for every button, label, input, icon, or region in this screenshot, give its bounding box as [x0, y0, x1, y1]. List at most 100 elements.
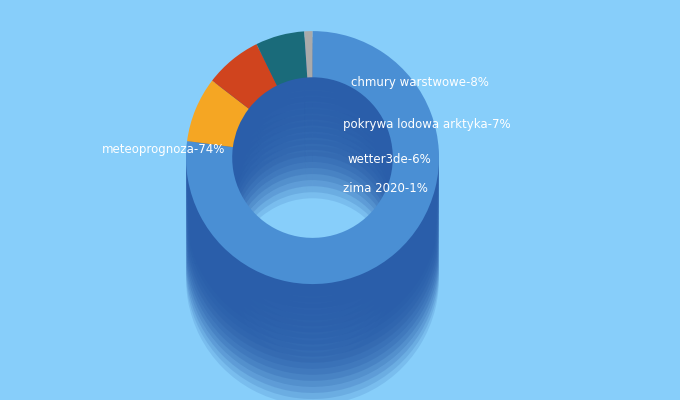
- Wedge shape: [186, 86, 439, 338]
- Wedge shape: [256, 92, 307, 146]
- Wedge shape: [186, 31, 439, 284]
- Wedge shape: [187, 177, 249, 244]
- Text: chmury warstwowe-8%: chmury warstwowe-8%: [351, 76, 489, 89]
- Wedge shape: [304, 61, 313, 108]
- Wedge shape: [304, 104, 313, 150]
- Wedge shape: [304, 67, 313, 114]
- Wedge shape: [256, 128, 307, 182]
- Wedge shape: [212, 50, 277, 115]
- Wedge shape: [186, 104, 439, 357]
- Wedge shape: [186, 146, 439, 399]
- Wedge shape: [304, 128, 313, 174]
- Wedge shape: [304, 152, 313, 198]
- Wedge shape: [304, 55, 313, 102]
- Wedge shape: [212, 98, 277, 163]
- Wedge shape: [212, 92, 277, 157]
- Wedge shape: [256, 38, 307, 92]
- Wedge shape: [256, 62, 307, 116]
- Wedge shape: [212, 129, 277, 193]
- Wedge shape: [186, 80, 439, 332]
- Wedge shape: [256, 56, 307, 110]
- Wedge shape: [186, 110, 439, 363]
- Wedge shape: [187, 105, 249, 171]
- Wedge shape: [256, 134, 307, 188]
- Text: pokrywa lodowa arktyka-7%: pokrywa lodowa arktyka-7%: [343, 118, 511, 131]
- Wedge shape: [304, 146, 313, 192]
- Wedge shape: [256, 122, 307, 176]
- Wedge shape: [212, 56, 277, 121]
- Wedge shape: [187, 135, 249, 202]
- Wedge shape: [212, 44, 277, 109]
- Wedge shape: [187, 141, 249, 208]
- Wedge shape: [187, 117, 249, 183]
- Wedge shape: [304, 98, 313, 144]
- Wedge shape: [186, 140, 439, 393]
- Wedge shape: [186, 37, 439, 290]
- Wedge shape: [212, 153, 277, 218]
- Wedge shape: [256, 104, 307, 158]
- Wedge shape: [304, 31, 313, 78]
- Wedge shape: [304, 43, 313, 90]
- Wedge shape: [212, 74, 277, 139]
- Wedge shape: [186, 134, 439, 387]
- Text: wetter3de-6%: wetter3de-6%: [347, 153, 431, 166]
- Wedge shape: [187, 153, 249, 220]
- Wedge shape: [212, 86, 277, 151]
- Wedge shape: [187, 171, 249, 238]
- Wedge shape: [304, 134, 313, 180]
- Wedge shape: [256, 74, 307, 128]
- Wedge shape: [186, 98, 439, 351]
- Wedge shape: [304, 74, 313, 120]
- Wedge shape: [186, 67, 439, 320]
- Wedge shape: [256, 116, 307, 170]
- Wedge shape: [256, 98, 307, 152]
- Wedge shape: [256, 86, 307, 140]
- Wedge shape: [304, 80, 313, 126]
- Wedge shape: [256, 50, 307, 104]
- Wedge shape: [304, 92, 313, 138]
- Wedge shape: [187, 147, 249, 214]
- Wedge shape: [304, 116, 313, 162]
- Wedge shape: [304, 122, 313, 168]
- Wedge shape: [212, 105, 277, 169]
- Wedge shape: [212, 159, 277, 224]
- Wedge shape: [212, 117, 277, 181]
- Wedge shape: [256, 110, 307, 164]
- Wedge shape: [186, 92, 439, 344]
- Wedge shape: [187, 196, 249, 262]
- Wedge shape: [304, 37, 313, 84]
- Wedge shape: [256, 31, 307, 86]
- Wedge shape: [212, 123, 277, 187]
- Wedge shape: [212, 68, 277, 133]
- Wedge shape: [304, 140, 313, 186]
- Wedge shape: [256, 68, 307, 122]
- Wedge shape: [186, 152, 439, 400]
- Text: meteoprognoza-74%: meteoprognoza-74%: [102, 143, 226, 156]
- Wedge shape: [187, 99, 249, 165]
- Wedge shape: [186, 49, 439, 302]
- Wedge shape: [256, 140, 307, 194]
- Wedge shape: [212, 80, 277, 145]
- Wedge shape: [186, 55, 439, 308]
- Wedge shape: [256, 152, 307, 206]
- Wedge shape: [187, 123, 249, 190]
- Wedge shape: [256, 44, 307, 98]
- Wedge shape: [186, 122, 439, 375]
- Wedge shape: [304, 49, 313, 96]
- Wedge shape: [186, 74, 439, 326]
- Wedge shape: [212, 111, 277, 175]
- Text: zima 2020-1%: zima 2020-1%: [343, 182, 428, 195]
- Wedge shape: [212, 135, 277, 200]
- Wedge shape: [187, 159, 249, 226]
- Wedge shape: [212, 141, 277, 206]
- Wedge shape: [186, 43, 439, 296]
- Wedge shape: [187, 129, 249, 196]
- Wedge shape: [256, 80, 307, 134]
- Wedge shape: [187, 202, 249, 268]
- Wedge shape: [187, 93, 249, 159]
- Wedge shape: [212, 62, 277, 127]
- Wedge shape: [187, 165, 249, 232]
- Wedge shape: [304, 86, 313, 132]
- Wedge shape: [304, 110, 313, 156]
- Wedge shape: [187, 190, 249, 256]
